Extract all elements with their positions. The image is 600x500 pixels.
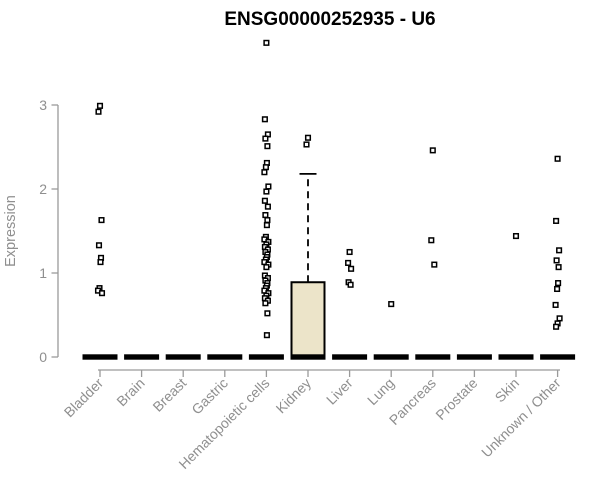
x-tick-label: Unknown / Other (478, 375, 564, 461)
outlier-point (388, 301, 395, 308)
outlier-point (98, 217, 105, 224)
outlier-point (556, 247, 563, 254)
median-bar (456, 354, 492, 360)
chart-title: ENSG00000252935 - U6 (224, 9, 435, 30)
outlier-point (96, 102, 104, 109)
outlier-point (97, 259, 104, 266)
median-bar (165, 354, 201, 360)
outlier-point (264, 310, 271, 317)
outlier-point (264, 203, 271, 210)
outlier-point (262, 300, 269, 307)
median-bar (207, 354, 243, 360)
x-tick-label: Liver (323, 375, 356, 408)
outlier-point (512, 232, 520, 240)
x-tick-label: Prostate (432, 375, 480, 423)
outlier-point (263, 222, 270, 229)
median-bar (332, 354, 368, 360)
outlier-point (261, 116, 268, 123)
median-bar (82, 354, 118, 360)
outlier-point (263, 188, 270, 195)
outlier-point (262, 211, 269, 219)
outlier-point (347, 281, 354, 288)
outlier-point (261, 197, 268, 204)
y-tick-label: 3 (39, 97, 47, 113)
y-tick-label: 0 (39, 349, 47, 365)
outlier-point (553, 323, 560, 330)
x-tick-label: Lung (364, 375, 397, 408)
outlier-point (262, 135, 269, 142)
median-bar (124, 354, 160, 360)
outlier-point (554, 285, 561, 293)
median-bar (498, 354, 534, 360)
x-tick-label: Brain (113, 375, 147, 409)
outlier-point (345, 259, 352, 266)
outlier-point (428, 237, 435, 244)
outlier-point (429, 147, 436, 154)
median-bar (290, 354, 326, 360)
outlier-point (556, 315, 563, 322)
outlier-point (555, 280, 562, 287)
median-bar (540, 354, 576, 360)
outlier-point (554, 155, 561, 162)
outlier-point (262, 164, 269, 171)
median-bar (415, 354, 451, 360)
outlier-point (553, 257, 560, 264)
outlier-point (264, 143, 271, 150)
outlier-point (263, 264, 270, 271)
outlier-point (265, 183, 272, 190)
outlier-point (95, 108, 102, 115)
outlier-point (264, 217, 271, 224)
x-tick-label: Breast (149, 375, 189, 415)
outlier-point (98, 290, 106, 297)
median-bar (373, 354, 409, 360)
outlier-point (303, 141, 310, 148)
outlier-point (304, 134, 312, 141)
outlier-point (346, 248, 353, 256)
outlier-point (431, 261, 438, 268)
outlier-point (261, 169, 268, 176)
median-bar (248, 354, 284, 360)
y-tick-label: 1 (39, 265, 47, 281)
box (290, 281, 326, 358)
x-tick-label: Bladder (61, 375, 107, 421)
outlier-point (553, 217, 560, 224)
outlier-point (552, 301, 559, 308)
y-axis-title: Expression (3, 195, 19, 267)
outlier-point (348, 265, 355, 272)
outlier-point (95, 242, 103, 249)
x-tick-label: Kidney (273, 375, 315, 417)
outlier-point (555, 264, 562, 271)
outlier-point (263, 332, 270, 339)
outlier-point (263, 39, 270, 46)
y-tick-label: 2 (39, 181, 47, 197)
x-tick-label: Skin (492, 375, 523, 406)
